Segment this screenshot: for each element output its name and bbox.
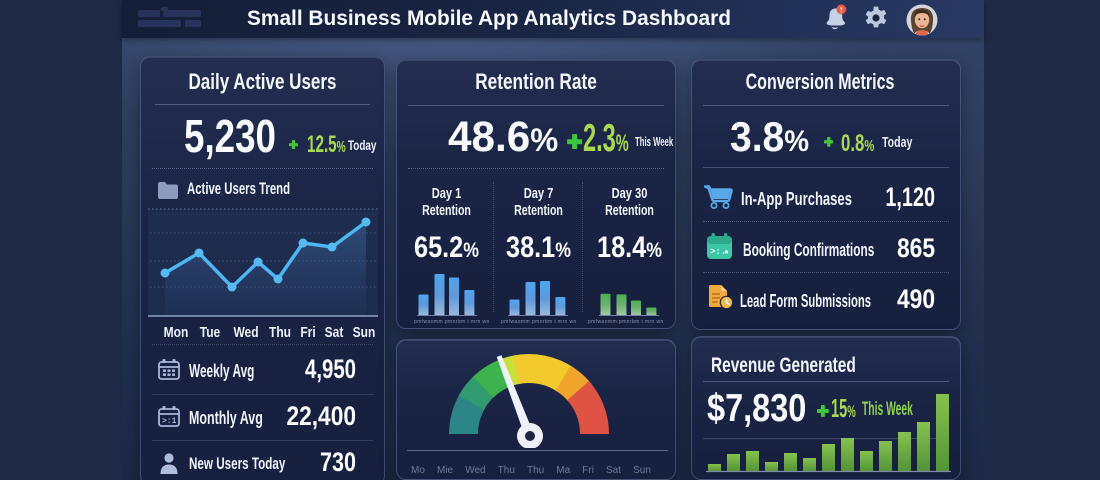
svg-text:>:.: >:. — [710, 247, 726, 257]
svg-text:>:1: >:1 — [162, 417, 177, 426]
